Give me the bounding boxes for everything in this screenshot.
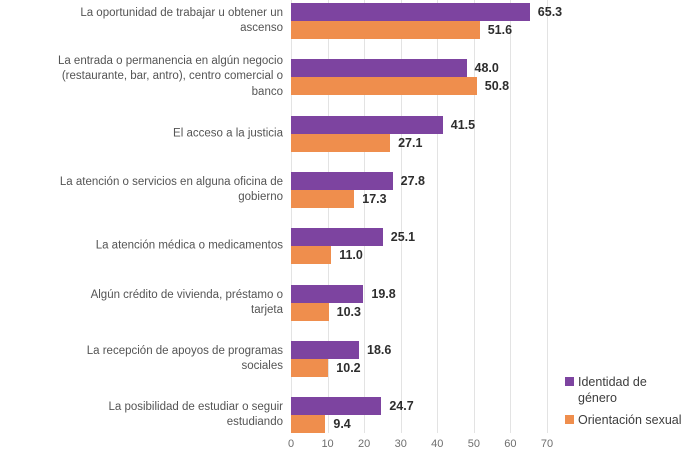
value-label-identidad-de-genero-algun-credito-de-vivienda-pres: 19.8 xyxy=(371,286,396,301)
legend-swatch-orientacion-sexual xyxy=(565,415,574,424)
x-tick-label-20: 20 xyxy=(358,438,371,450)
value-label-orientacion-sexual-la-oportunidad-de-trabajar-u-o: 51.6 xyxy=(487,23,513,37)
value-label-orientacion-sexual-la-entrada-o-permanencia-en-al: 50.8 xyxy=(484,79,510,94)
gridline-10 xyxy=(327,0,329,433)
gridline-20 xyxy=(364,0,366,433)
gridline-70 xyxy=(547,0,548,433)
bar-orientacion-sexual-la-atencion-medica-o-medicamen xyxy=(291,246,332,265)
bar-orientacion-sexual-la-entrada-o-permanencia-en-al xyxy=(291,77,477,96)
x-tick-label-10: 10 xyxy=(321,438,334,450)
bar-orientacion-sexual-algun-credito-de-vivienda-pres xyxy=(291,302,329,321)
bar-identidad-de-genero-la-posibilidad-de-estudiar-o-s xyxy=(291,397,382,416)
x-tick-label-40: 40 xyxy=(431,438,444,450)
bar-identidad-de-genero-algun-credito-de-vivienda-pres xyxy=(291,284,364,303)
value-label-orientacion-sexual-la-posibilidad-de-estudiar-o-s: 9.4 xyxy=(333,417,351,432)
legend-swatch-identidad-de-genero xyxy=(565,377,574,386)
value-label-identidad-de-genero-la-entrada-o-permanencia-en-al: 48.0 xyxy=(474,61,499,76)
gridline-30 xyxy=(400,0,402,433)
bar-identidad-de-genero-la-entrada-o-permanencia-en-al xyxy=(291,59,467,78)
value-label-orientacion-sexual-algun-credito-de-vivienda-pres: 10.3 xyxy=(336,304,361,319)
bar-orientacion-sexual-la-atencion-o-servicios-en-alg xyxy=(291,189,355,208)
bar-orientacion-sexual-el-acceso-a-la-justicia xyxy=(291,133,391,152)
category-label-la-atencion-o-servicios-en-alguna-oficin: La atención o servicios en alguna oficin… xyxy=(59,175,283,203)
legend-label-orientacion-sexual: Orientación sexual xyxy=(578,413,682,427)
value-label-identidad-de-genero-la-recepcion-de-apoyos-de-prog: 18.6 xyxy=(367,342,392,357)
x-tick-label-50: 50 xyxy=(467,438,480,450)
bar-orientacion-sexual-la-oportunidad-de-trabajar-u-o xyxy=(291,21,480,39)
category-label-la-oportunidad-de-trabajar-u-obtener-un-: La oportunidad de trabajar u obtener un … xyxy=(80,6,283,34)
category-label-la-recepcion-de-apoyos-de-programas-soci: La recepción de apoyos de programas soci… xyxy=(86,344,283,372)
bar-identidad-de-genero-la-atencion-medica-o-medicamen xyxy=(291,228,383,247)
bar-orientacion-sexual-la-recepcion-de-apoyos-de-prog xyxy=(291,358,329,377)
gridline-60 xyxy=(510,0,512,433)
bar-orientacion-sexual-la-posibilidad-de-estudiar-o-s xyxy=(291,415,326,434)
bar-identidad-de-genero-la-oportunidad-de-trabajar-u-o xyxy=(291,3,530,21)
bar-identidad-de-genero-la-atencion-o-servicios-en-alg xyxy=(291,171,393,190)
value-label-identidad-de-genero-la-posibilidad-de-estudiar-o-s: 24.7 xyxy=(389,399,414,414)
category-label-la-posibilidad-de-estudiar-o-seguir-estu: La posibilidad de estudiar o seguir estu… xyxy=(108,400,283,429)
value-label-orientacion-sexual-la-atencion-o-servicios-en-alg: 17.3 xyxy=(362,191,387,206)
x-tick-label-0: 0 xyxy=(287,438,295,450)
x-tick-label-70: 70 xyxy=(540,438,554,450)
category-label-algun-credito-de-vivienda-prestamo-o-tar: Algún crédito de vivienda, préstamo o ta… xyxy=(90,288,283,316)
value-label-orientacion-sexual-el-acceso-a-la-justicia: 27.1 xyxy=(398,135,423,150)
legend-label-identidad-de-genero: Identidad de género xyxy=(578,375,647,405)
x-tick-label-30: 30 xyxy=(394,438,407,450)
category-label-el-acceso-a-la-justicia: El acceso a la justicia xyxy=(173,127,283,140)
category-label-la-atencion-medica-o-medicamentos: La atención médica o medicamentos xyxy=(95,239,283,252)
value-label-identidad-de-genero-la-atencion-medica-o-medicamen: 25.1 xyxy=(390,230,416,245)
value-label-identidad-de-genero-la-atencion-o-servicios-en-alg: 27.8 xyxy=(400,173,425,188)
bar-identidad-de-genero-el-acceso-a-la-justicia xyxy=(291,115,443,134)
value-label-identidad-de-genero-la-oportunidad-de-trabajar-u-o: 65.3 xyxy=(537,5,563,19)
gridline-50 xyxy=(473,0,475,433)
gridline-40 xyxy=(437,0,439,433)
value-label-identidad-de-genero-el-acceso-a-la-justicia: 41.5 xyxy=(450,117,476,132)
gridline-0 xyxy=(291,0,292,433)
x-tick-label-60: 60 xyxy=(504,438,517,450)
category-label-la-entrada-o-permanencia-en-algun-negoci: La entrada o permanencia en algún negoci… xyxy=(57,55,283,98)
legend-item-orientacion-sexual: Orientación sexual xyxy=(565,412,682,428)
value-label-orientacion-sexual-la-recepcion-de-apoyos-de-prog: 10.2 xyxy=(336,360,361,375)
legend-item-identidad-de-genero: Identidad de género xyxy=(565,374,647,406)
bar-identidad-de-genero-la-recepcion-de-apoyos-de-prog xyxy=(291,340,360,359)
value-label-orientacion-sexual-la-atencion-medica-o-medicamen: 11.0 xyxy=(339,248,363,263)
